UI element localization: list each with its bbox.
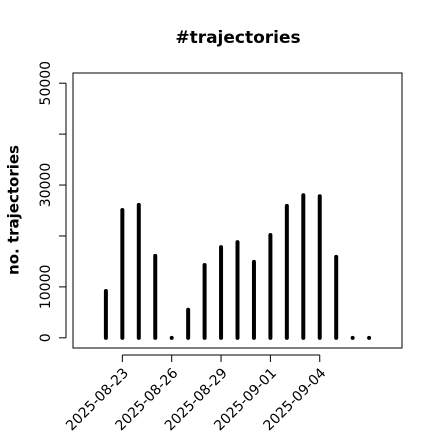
y-axis-label: no. trajectories — [5, 145, 23, 275]
y-tick-label: 10000 — [38, 265, 54, 310]
chart-title: #trajectories — [175, 28, 300, 48]
y-tick-label: 30000 — [38, 163, 54, 208]
y-tick-label: 0 — [38, 333, 54, 342]
plot-box — [72, 72, 403, 349]
y-tick-label: 50000 — [38, 61, 54, 106]
